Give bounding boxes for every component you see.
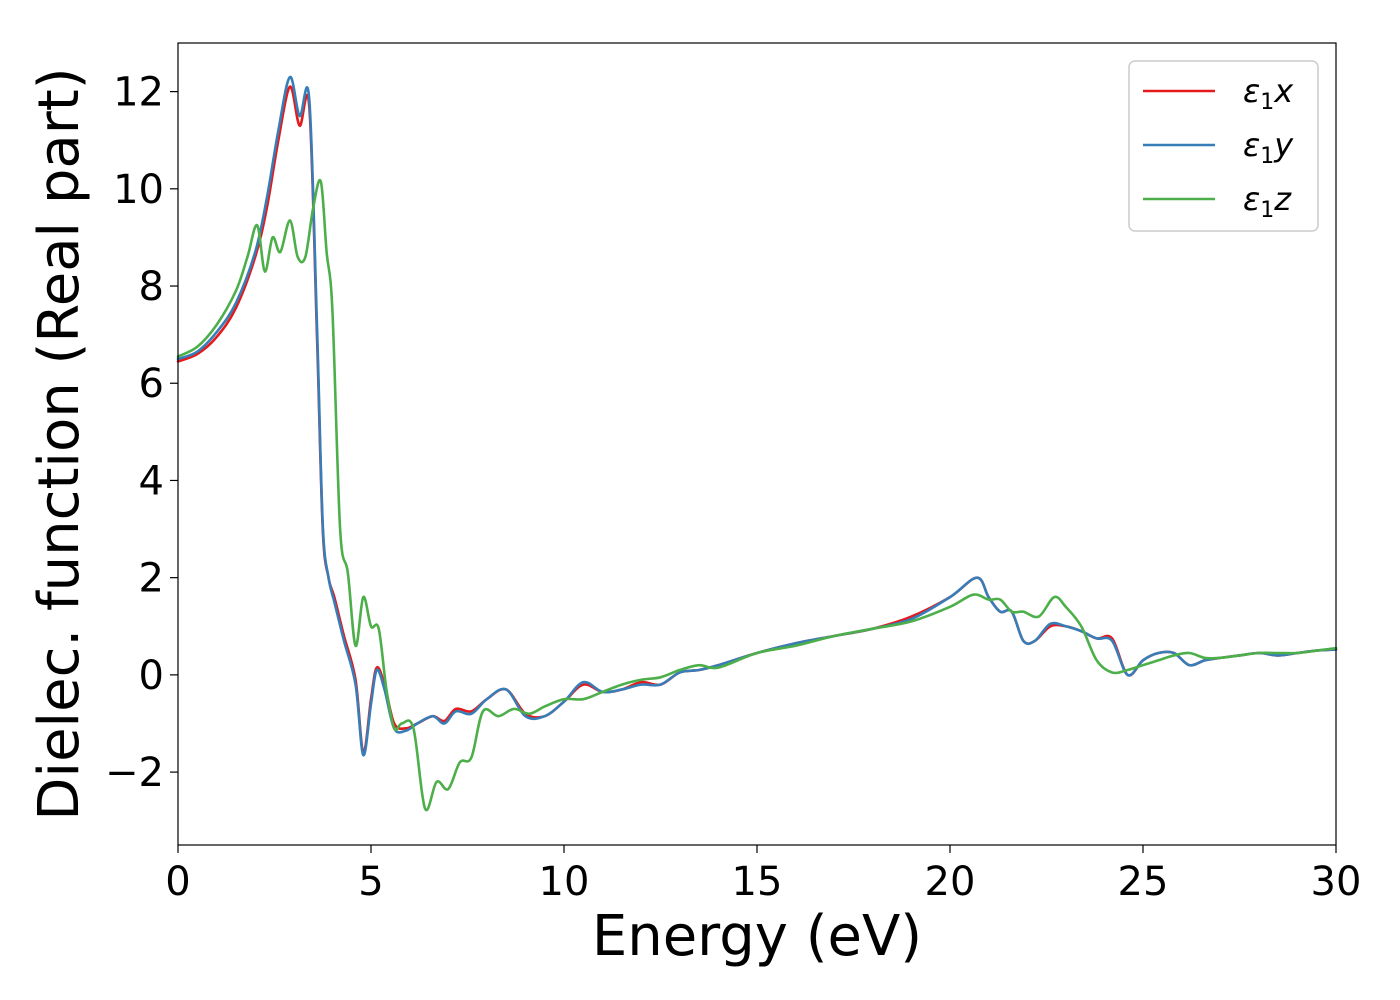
y-tick-label: 8 — [139, 264, 164, 310]
x-tick-label: 5 — [358, 859, 383, 905]
legend-items: ε1x ε1y ε1z — [1143, 72, 1294, 223]
legend-box — [1128, 60, 1319, 232]
legend: ε1x ε1y ε1z — [1128, 60, 1319, 232]
y-tick-label: 4 — [139, 458, 164, 504]
tick-layer: 0 5 10 15 20 25 30 −2 0 2 4 6 8 10 12 — [105, 70, 1361, 905]
legend-item-x: ε1x — [1143, 72, 1294, 115]
y-tick-label: 12 — [113, 70, 164, 116]
legend-label: ε1y — [1243, 126, 1294, 169]
x-tick-label: 10 — [539, 859, 590, 905]
y-tick-label: 6 — [139, 361, 164, 407]
x-axis-title: Energy (eV) — [592, 904, 922, 969]
y-axis-title: Dielec. function (Real part) — [27, 67, 92, 820]
x-tick-label: 15 — [732, 859, 783, 905]
y-tick-label: −2 — [105, 750, 164, 796]
legend-label: ε1x — [1243, 72, 1294, 115]
x-tick-label: 20 — [925, 859, 976, 905]
legend-item-z: ε1z — [1143, 180, 1292, 223]
legend-label: ε1z — [1243, 180, 1292, 223]
x-tick-label: 0 — [165, 859, 190, 905]
x-tick-label: 25 — [1118, 859, 1169, 905]
x-tick-label: 30 — [1311, 859, 1362, 905]
series-line-z — [176, 178, 1338, 812]
y-tick-label: 0 — [139, 653, 164, 699]
series-layer — [176, 75, 1338, 812]
series-line-y — [176, 75, 1338, 757]
y-tick-label: 10 — [113, 167, 164, 213]
legend-item-y: ε1y — [1143, 126, 1294, 169]
y-tick-label: 2 — [139, 556, 164, 602]
